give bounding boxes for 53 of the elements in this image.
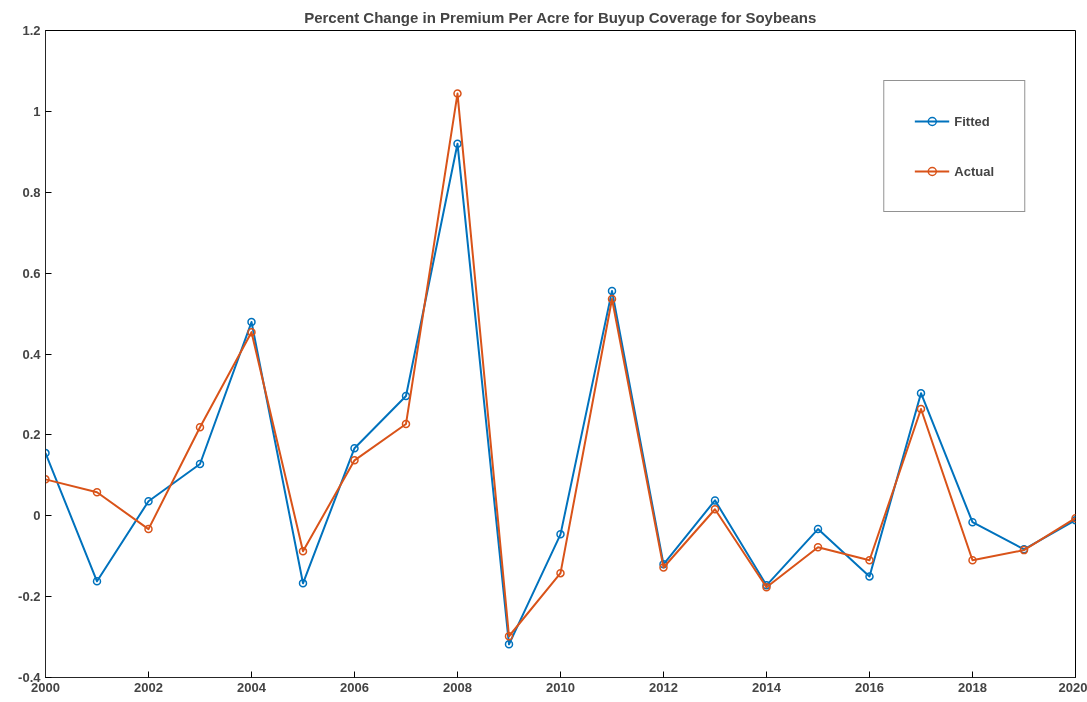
point <box>916 388 926 398</box>
point <box>247 317 256 327</box>
point <box>92 488 102 497</box>
point <box>504 640 514 649</box>
x-tick-label: 2008 <box>443 679 472 695</box>
point <box>968 517 977 527</box>
legend-label: Actual <box>954 163 994 179</box>
point <box>350 443 359 453</box>
point <box>504 632 514 641</box>
point <box>865 572 874 581</box>
x-tick-label: 2012 <box>649 679 678 695</box>
point <box>298 547 308 556</box>
y-tick-label: 0.6 <box>22 265 41 281</box>
x-tick-label: 2014 <box>752 679 782 695</box>
point <box>195 422 205 432</box>
x-tick-label: 2006 <box>340 679 369 695</box>
point <box>144 496 153 506</box>
point <box>92 577 102 586</box>
point <box>710 505 720 514</box>
point <box>350 456 359 465</box>
point <box>813 543 823 552</box>
point <box>453 89 462 98</box>
y-tick-label: 1.2 <box>22 23 41 38</box>
point <box>401 391 411 401</box>
y-tick-label: 0.8 <box>22 184 41 200</box>
point <box>401 419 411 429</box>
point <box>607 286 617 296</box>
x-tick-label: 2010 <box>546 679 575 695</box>
x-tick-label: 2018 <box>958 679 987 695</box>
point <box>298 579 308 588</box>
point <box>916 404 926 414</box>
y-tick-label: 1 <box>33 103 41 119</box>
point <box>865 555 874 565</box>
point <box>556 568 565 578</box>
x-tick-label: 2020 <box>1058 679 1087 695</box>
point <box>710 496 720 505</box>
point <box>607 294 617 304</box>
y-tick-label: -0.2 <box>18 589 41 605</box>
point <box>195 459 205 469</box>
x-tick-label: 2016 <box>855 679 884 695</box>
x-tick-label: 2002 <box>134 679 163 695</box>
point <box>813 524 823 534</box>
y-tick-label: 0.4 <box>22 346 42 362</box>
point <box>144 524 153 534</box>
point <box>556 530 565 539</box>
y-tick-label: 0.2 <box>22 427 41 443</box>
point <box>968 555 977 565</box>
y-tick-label: 0 <box>33 508 41 524</box>
chart-title: Percent Change in Premium Per Acre for Buyup Coverage for Soybeans <box>304 8 817 26</box>
point <box>247 327 256 337</box>
point <box>453 139 462 148</box>
legend-label: Fitted <box>954 113 990 129</box>
x-tick-label: 2004 <box>237 679 267 695</box>
